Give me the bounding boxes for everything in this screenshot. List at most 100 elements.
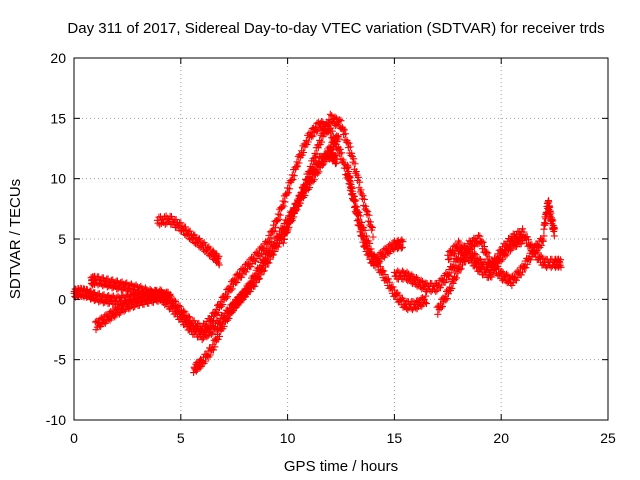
data-point xyxy=(125,284,133,292)
data-point xyxy=(174,307,182,315)
data-point xyxy=(465,249,473,257)
data-point xyxy=(120,283,128,291)
data-point xyxy=(242,290,250,298)
data-point xyxy=(422,300,430,308)
data-point xyxy=(322,128,330,136)
data-point xyxy=(326,110,334,118)
data-point xyxy=(179,312,187,320)
series-8 xyxy=(390,232,548,295)
data-point xyxy=(262,244,270,252)
data-point xyxy=(358,232,366,240)
data-point xyxy=(292,207,300,215)
data-point xyxy=(94,281,102,289)
data-point xyxy=(539,254,547,262)
data-point xyxy=(184,231,192,239)
data-point xyxy=(180,313,188,321)
data-point xyxy=(447,269,455,277)
data-point xyxy=(369,258,377,266)
data-point xyxy=(389,283,397,291)
data-point xyxy=(234,301,242,309)
data-point xyxy=(310,169,318,177)
data-point xyxy=(449,279,457,287)
data-point xyxy=(91,289,99,297)
data-point xyxy=(360,195,368,203)
data-point xyxy=(272,241,280,249)
data-point xyxy=(508,281,516,289)
data-point xyxy=(432,287,440,295)
data-point xyxy=(283,190,291,198)
data-point xyxy=(446,255,454,263)
data-point xyxy=(280,235,288,243)
x-tick-label: 5 xyxy=(177,430,185,446)
data-point xyxy=(256,266,264,274)
data-point xyxy=(523,260,531,268)
data-point xyxy=(295,199,303,207)
data-point xyxy=(172,216,180,224)
x-axis-label: GPS time / hours xyxy=(284,458,398,475)
data-point xyxy=(551,225,559,233)
data-point xyxy=(239,296,247,304)
data-point xyxy=(233,278,241,286)
data-point xyxy=(380,267,388,275)
data-point xyxy=(139,292,147,300)
data-point xyxy=(228,308,236,316)
data-point xyxy=(197,362,205,370)
data-point xyxy=(244,289,252,297)
data-point xyxy=(464,248,472,256)
data-point xyxy=(360,236,368,244)
data-point xyxy=(527,256,535,264)
data-point xyxy=(267,249,275,257)
data-point xyxy=(519,225,527,233)
data-point xyxy=(434,310,442,318)
data-point xyxy=(290,172,298,180)
data-point xyxy=(381,270,389,278)
data-point xyxy=(276,233,284,241)
data-point xyxy=(269,228,277,236)
data-point xyxy=(299,191,307,199)
data-point xyxy=(476,232,484,240)
data-point xyxy=(115,310,123,318)
data-point xyxy=(276,211,284,219)
data-point xyxy=(272,223,280,231)
y-tick-label: -5 xyxy=(54,352,67,368)
data-point xyxy=(348,184,356,192)
data-point xyxy=(395,291,403,299)
data-point xyxy=(284,189,292,197)
data-point xyxy=(333,155,341,163)
data-point xyxy=(268,246,276,254)
data-point xyxy=(95,298,103,306)
data-point xyxy=(242,268,250,276)
data-point xyxy=(443,295,451,303)
y-tick-label: 5 xyxy=(58,231,66,247)
data-point xyxy=(304,138,312,146)
y-axis-label: SDTVAR / TECUs xyxy=(7,179,24,299)
data-point xyxy=(369,233,377,241)
data-point xyxy=(357,186,365,194)
data-point xyxy=(351,198,359,206)
data-point xyxy=(259,262,267,270)
data-point xyxy=(557,256,565,264)
data-points xyxy=(70,110,565,377)
data-point xyxy=(220,322,228,330)
data-point xyxy=(284,225,292,233)
data-point xyxy=(349,190,357,198)
data-point xyxy=(179,227,187,235)
data-point xyxy=(442,276,450,284)
data-point xyxy=(351,160,359,168)
data-point xyxy=(306,177,314,185)
data-point xyxy=(350,155,358,163)
series-11 xyxy=(540,197,559,240)
data-point xyxy=(366,218,374,226)
data-point xyxy=(408,271,416,279)
data-point xyxy=(481,243,489,251)
data-point xyxy=(537,241,545,249)
data-point xyxy=(252,274,260,282)
data-point xyxy=(218,302,226,310)
data-point xyxy=(386,278,394,286)
data-point xyxy=(537,252,545,260)
data-point xyxy=(356,221,364,229)
data-point xyxy=(475,260,483,268)
data-point xyxy=(141,284,149,292)
data-point xyxy=(485,253,493,261)
